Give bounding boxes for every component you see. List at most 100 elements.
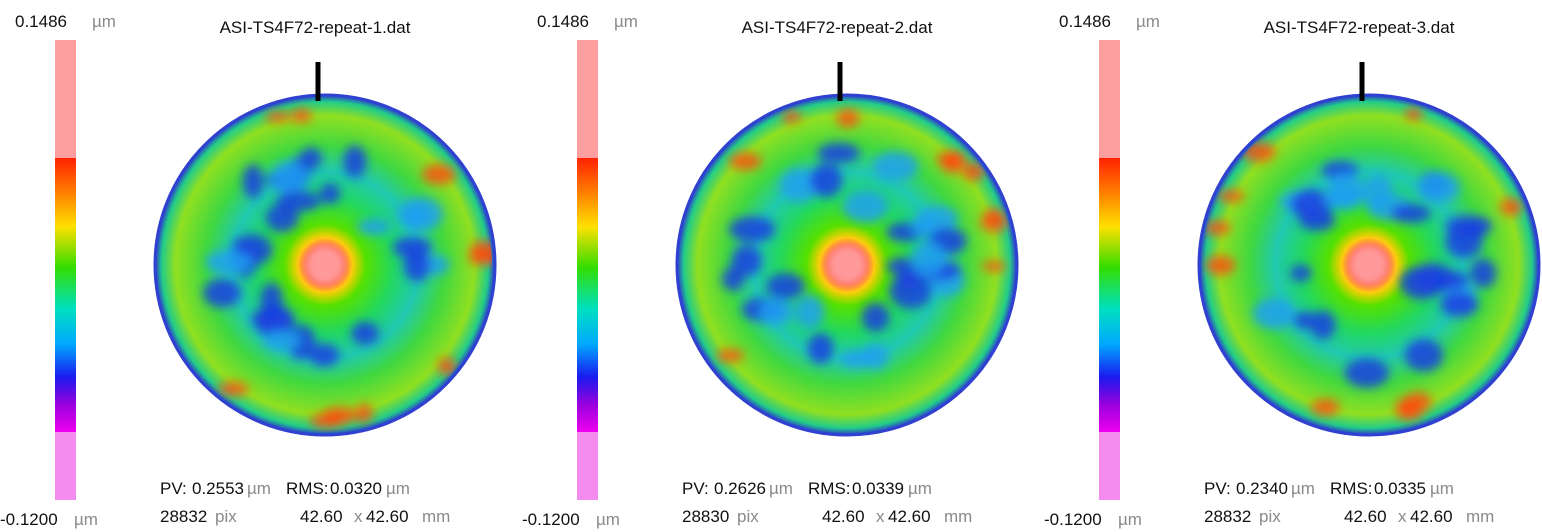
pixel-unit: pix: [1259, 507, 1281, 526]
pv-unit: µm: [247, 479, 271, 498]
pixel-count: 28830: [682, 507, 729, 526]
high-region: [291, 108, 312, 123]
pv-label: PV:: [682, 479, 709, 498]
low-region: [809, 163, 843, 198]
times-sign: x: [1398, 507, 1407, 526]
low-region: [343, 145, 367, 178]
low-region: [1310, 310, 1336, 340]
high-region: [836, 108, 860, 128]
map-features: [716, 108, 1009, 369]
low-region: [766, 273, 805, 300]
width-value: 42.60: [1344, 507, 1387, 526]
size-unit: mm: [1466, 507, 1494, 526]
low-region: [1390, 203, 1431, 223]
height-value: 42.60: [366, 507, 409, 526]
colorbar-bottom: [55, 432, 76, 500]
low-region: [1323, 186, 1363, 209]
high-region: [322, 407, 357, 424]
high-region: [1205, 255, 1236, 275]
size-unit: mm: [422, 507, 450, 526]
times-sign: x: [354, 507, 363, 526]
scale-max: 0.1486: [15, 12, 67, 31]
center-peak: [825, 243, 869, 287]
colorbar: [1099, 158, 1120, 432]
size-unit: mm: [944, 507, 972, 526]
scale-max-unit: µm: [1136, 12, 1160, 31]
high-region: [1395, 398, 1418, 416]
low-region: [722, 266, 745, 292]
low-region: [759, 298, 794, 326]
low-region: [203, 278, 241, 308]
file-title: ASI-TS4F72-repeat-1.dat: [220, 18, 411, 37]
low-region: [1417, 171, 1461, 204]
high-region: [217, 382, 249, 397]
low-region: [794, 294, 825, 329]
scale-min-unit: µm: [1118, 510, 1142, 529]
high-region: [962, 162, 985, 181]
low-region: [731, 245, 762, 277]
low-region: [276, 190, 321, 212]
map-features: [203, 108, 492, 429]
panel: 0.1486 µm -0.1200 µm ASI-TS4F72-repeat-3.dat…: [1044, 12, 1541, 529]
scale-max: 0.1486: [537, 12, 589, 31]
high-region: [729, 152, 762, 170]
file-title: ASI-TS4F72-repeat-2.dat: [742, 18, 933, 37]
pixel-unit: pix: [215, 507, 237, 526]
low-region: [1344, 358, 1389, 388]
high-region: [1216, 190, 1245, 203]
pixel-count: 28832: [1204, 507, 1251, 526]
high-region: [264, 111, 291, 122]
pv-value: 0.2553: [192, 479, 244, 498]
colorbar: [55, 158, 76, 432]
low-region: [205, 250, 252, 274]
high-region: [1405, 107, 1423, 121]
low-region: [1404, 339, 1444, 372]
colorbar-bottom: [577, 432, 598, 500]
rms-unit: µm: [908, 479, 932, 498]
low-region: [263, 330, 301, 351]
pv-value: 0.2340: [1236, 479, 1288, 498]
low-region: [300, 147, 322, 169]
scale-min: -0.1200: [1044, 510, 1102, 529]
scale-min: -0.1200: [522, 510, 580, 529]
low-region: [807, 333, 834, 364]
low-region: [265, 204, 299, 232]
colorbar-bottom: [1099, 432, 1120, 500]
low-region: [1290, 264, 1312, 282]
colorbar-top: [577, 40, 598, 158]
width-value: 42.60: [822, 507, 865, 526]
pv-label: PV:: [160, 479, 187, 498]
low-region: [1440, 292, 1479, 317]
times-sign: x: [876, 507, 885, 526]
rms-value: 0.0335: [1374, 479, 1426, 498]
pv-label: PV:: [1204, 479, 1231, 498]
scale-min: -0.1200: [0, 510, 58, 529]
low-region: [886, 257, 919, 276]
high-region: [781, 110, 802, 123]
high-region: [422, 164, 456, 185]
rms-unit: µm: [386, 479, 410, 498]
scale-min-unit: µm: [74, 510, 98, 529]
low-region: [1445, 225, 1483, 258]
rms-value: 0.0320: [330, 479, 382, 498]
low-region: [916, 205, 958, 231]
pv-unit: µm: [769, 479, 793, 498]
low-region: [911, 241, 945, 277]
low-region: [872, 151, 919, 182]
low-region: [1470, 258, 1497, 288]
low-region: [1252, 298, 1295, 329]
scale-max: 0.1486: [1059, 12, 1111, 31]
low-region: [392, 236, 432, 259]
low-region: [842, 190, 889, 223]
colorbar-top: [55, 40, 76, 158]
low-region: [242, 164, 264, 199]
low-region: [1412, 263, 1454, 295]
rms-label: RMS:: [808, 479, 851, 498]
rms-label: RMS:: [1330, 479, 1373, 498]
low-region: [319, 183, 341, 205]
rms-value: 0.0339: [852, 479, 904, 498]
width-value: 42.60: [300, 507, 343, 526]
low-region: [861, 302, 890, 332]
scale-min-unit: µm: [596, 510, 620, 529]
